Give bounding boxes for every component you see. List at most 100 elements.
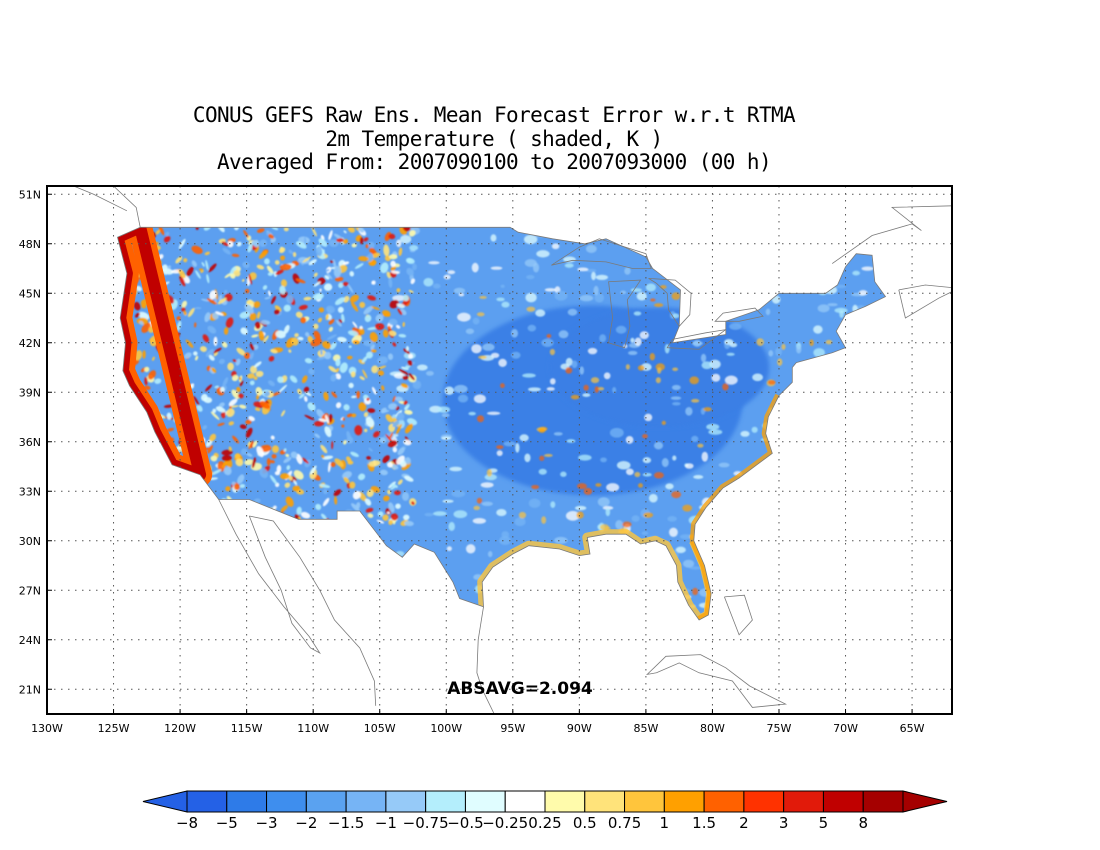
lon-tick-label: 100W	[430, 722, 462, 735]
field-cell	[301, 375, 308, 384]
field-cell	[396, 412, 405, 421]
field-cell	[337, 336, 347, 343]
field-cell	[408, 353, 414, 359]
field-cell	[356, 390, 361, 399]
field-cell	[453, 287, 466, 294]
field-cell	[387, 462, 393, 468]
field-cell	[642, 434, 648, 439]
field-cell	[274, 309, 280, 315]
field-cell	[672, 367, 679, 372]
field-cell	[526, 306, 536, 312]
field-cell	[381, 410, 390, 413]
field-cell	[565, 510, 580, 521]
field-cell	[397, 308, 403, 315]
field-cell	[693, 475, 704, 479]
field-cell	[228, 421, 235, 426]
field-cell	[412, 263, 417, 271]
field-cell	[313, 330, 321, 340]
field-cell	[334, 276, 344, 282]
field-cell	[313, 323, 319, 330]
field-cell	[496, 508, 507, 517]
field-cell	[376, 519, 385, 524]
field-cell	[221, 411, 226, 419]
field-cell	[671, 292, 681, 300]
field-cell	[220, 386, 225, 393]
field-cell	[675, 546, 686, 554]
field-cell	[689, 376, 699, 385]
field-cell	[625, 468, 634, 476]
field-cell	[163, 235, 171, 243]
field-cell	[333, 265, 342, 278]
field-cell	[218, 402, 225, 408]
field-cell	[176, 320, 182, 331]
field-cell	[365, 416, 375, 428]
field-cell	[142, 350, 146, 359]
field-cell	[300, 317, 307, 324]
field-cell	[239, 404, 247, 409]
field-cell	[236, 347, 246, 356]
field-cell	[597, 497, 610, 507]
field-cell	[268, 356, 275, 362]
field-cell	[500, 284, 505, 288]
field-cell	[476, 415, 485, 423]
field-cell	[531, 484, 540, 490]
colorbar-swatch	[703, 790, 745, 813]
field-cell	[325, 313, 329, 321]
field-cell	[222, 377, 229, 387]
field-cell	[487, 551, 493, 558]
field-cell	[280, 279, 288, 288]
field-cell	[411, 501, 415, 505]
field-cell	[222, 247, 231, 255]
field-cell	[671, 384, 681, 391]
lon-tick-label: 105W	[364, 722, 396, 735]
field-cell	[729, 323, 742, 330]
field-cell	[343, 404, 350, 411]
lat-tick-label: 51N	[19, 188, 41, 201]
field-cell	[269, 475, 278, 485]
field-cell	[318, 418, 327, 422]
field-cell	[367, 513, 374, 518]
field-cell	[396, 324, 401, 329]
field-cell	[200, 393, 208, 402]
field-cell	[585, 244, 597, 254]
field-cell	[195, 270, 201, 279]
field-cell	[318, 307, 325, 313]
field-cell	[404, 475, 414, 482]
field-cell	[253, 301, 261, 309]
colorbar-label: −2	[295, 814, 317, 832]
lat-tick-label: 27N	[19, 584, 41, 597]
field-cell	[223, 289, 228, 294]
field-cell	[262, 285, 268, 290]
field-cell	[231, 389, 240, 400]
field-cell	[587, 347, 598, 355]
field-cell	[528, 498, 541, 509]
field-cell	[574, 505, 587, 511]
field-cell	[665, 483, 674, 490]
field-cell	[718, 462, 730, 468]
field-cell	[328, 239, 339, 247]
field-cell	[404, 409, 413, 415]
field-cell	[343, 440, 347, 445]
field-cell	[239, 484, 246, 489]
field-cell	[703, 407, 712, 412]
field-cell	[638, 483, 644, 488]
field-cell	[381, 385, 385, 391]
field-cell	[480, 482, 494, 488]
field-cell	[363, 411, 369, 418]
field-cell	[258, 330, 265, 341]
field-cell	[248, 441, 253, 450]
field-cell	[400, 383, 409, 389]
field-cell	[544, 453, 553, 458]
field-cell	[486, 468, 493, 477]
field-cell	[560, 471, 567, 477]
field-cell	[289, 375, 298, 383]
field-cell	[404, 457, 411, 465]
field-cell	[479, 295, 487, 299]
field-cell	[253, 376, 258, 380]
colorbar-swatch	[186, 790, 228, 813]
field-cell	[368, 460, 381, 467]
field-cell	[323, 488, 328, 495]
field-cell	[579, 366, 585, 375]
field-cell	[346, 413, 353, 418]
field-cell	[279, 285, 286, 295]
